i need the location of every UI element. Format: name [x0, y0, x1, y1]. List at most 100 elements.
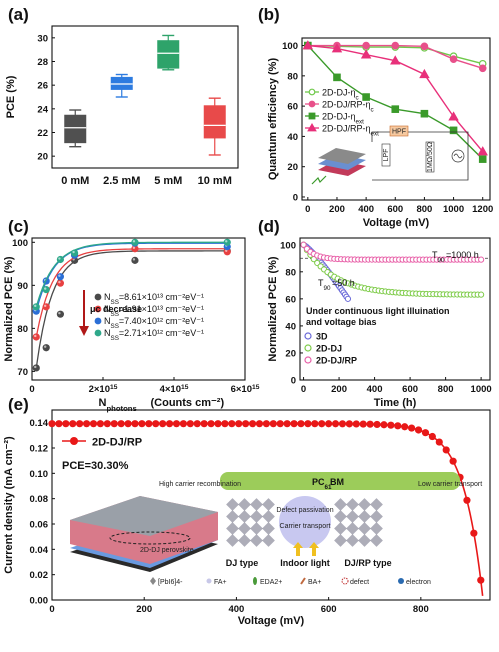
device-layer [70, 496, 218, 536]
hpf-box [389, 125, 409, 137]
panel-c-ytick-label: 80 [17, 324, 28, 335]
panel-e-ytick-label: 0.14 [30, 418, 49, 429]
panel-a-ytick-label: 20 [37, 152, 48, 163]
data-point-highlight [225, 240, 228, 243]
data-point [290, 420, 298, 428]
panel-a: (a) 20 22 24 26 28 30 PCE (%) 0 mM 2.5 mM 5 mM 10 m… [5, 5, 239, 187]
panel-e-xtick-label: 200 [136, 604, 152, 615]
annotation-t90-long-value: =1000 h [446, 250, 479, 260]
data-point [390, 55, 401, 65]
panel-e-ytick-label: 0.12 [30, 444, 49, 455]
data-point-highlight [132, 246, 136, 249]
data-point [318, 420, 326, 428]
data-point [360, 49, 372, 59]
panel-d-ytick-label: 60 [285, 294, 296, 305]
x-axis-title: Nphotons [99, 397, 137, 413]
data-point [131, 238, 139, 246]
data-point [331, 420, 340, 428]
x-category-label: 0 mM [61, 175, 89, 187]
data-point [359, 420, 367, 428]
data-point [193, 420, 201, 428]
inset-label-high-recombination: High carrier recombination [159, 481, 241, 488]
data-point [463, 496, 471, 504]
data-point [32, 303, 40, 311]
legend-marker [94, 293, 102, 301]
djrp-lattice-cell [358, 534, 371, 547]
data-point-highlight [72, 250, 75, 254]
panel-c-xtick-label: 2×1015 [89, 384, 118, 396]
data-point [228, 420, 236, 428]
device-layer [318, 148, 366, 164]
data-point [55, 420, 63, 428]
focus-ellipse [109, 531, 191, 545]
pcbm-label: PC61 [312, 477, 332, 491]
annotation-t90-long: T90 [432, 250, 445, 264]
panel-e-ytick-label: 0.06 [30, 520, 49, 531]
dj-lattice-cell [262, 510, 275, 523]
data-point [478, 155, 487, 163]
data-point [124, 420, 132, 428]
data-point [401, 423, 409, 431]
panel-b-xtick-label: 1000 [443, 204, 464, 215]
legend-marker [94, 329, 102, 337]
legend-marker [308, 100, 316, 108]
data-point [394, 422, 402, 430]
data-point [448, 111, 459, 121]
data-point [242, 420, 250, 428]
panel-b-ytick-label: 0 [293, 192, 298, 203]
data-point [478, 291, 485, 298]
panel-d-xtick-label: 400 [367, 384, 383, 395]
data-point [391, 41, 400, 50]
data-point-highlight [44, 287, 47, 290]
pcbm-label-suffix: BM [330, 477, 344, 487]
data-point [435, 438, 443, 446]
data-point [331, 43, 343, 53]
data-point [110, 420, 118, 428]
data-point-highlight [58, 257, 61, 260]
data-point-highlight [44, 345, 47, 348]
panel-b-xtick-label: 200 [329, 204, 345, 215]
panel-d-ytick-label: 20 [285, 348, 296, 359]
data-point-highlight [58, 280, 61, 284]
djrp-lattice-cell [334, 522, 347, 535]
panel-b-ytick-label: 100 [282, 41, 298, 52]
data-point [414, 426, 423, 434]
data-point [32, 364, 40, 372]
dj-lattice-cell [262, 522, 275, 535]
scope-wave [453, 153, 463, 159]
x-category-label: 2.5 mM [103, 175, 140, 187]
data-point [366, 420, 374, 428]
legend-marker [94, 305, 102, 313]
dj-lattice-cell [226, 534, 239, 547]
dj-lattice-cell [238, 510, 251, 523]
pcbm-layer [220, 472, 460, 490]
legend-entry: NSS=1.91×10¹³ cm⁻²eV⁻¹ [104, 304, 204, 318]
data-point [131, 256, 139, 264]
panel-label: (c) [8, 217, 29, 236]
data-point [283, 420, 291, 428]
data-point [56, 279, 64, 287]
legend-marker [308, 88, 316, 96]
data-point [428, 432, 436, 441]
data-point [56, 310, 64, 318]
data-point [145, 420, 153, 428]
panel-b-ytick-label: 60 [287, 102, 298, 113]
data-point [262, 420, 270, 428]
data-point [69, 420, 77, 428]
panel-d-frame [299, 237, 491, 381]
panel-c-ytick-label: 90 [17, 281, 28, 292]
djrp-lattice-cell [370, 510, 383, 523]
dj-lattice-cell [262, 534, 275, 547]
panel-d-xtick-label: 200 [331, 384, 347, 395]
legend-marker [304, 356, 312, 364]
data-point-highlight [34, 304, 37, 308]
panel-a-ytick-label: 24 [37, 104, 48, 115]
legend-entry: NSS=2.71×10¹² cm⁻²eV⁻¹ [104, 328, 204, 342]
panel-c-frame [31, 237, 246, 381]
djrp-lattice-cell [358, 510, 371, 523]
legend-entry: NSS=7.40×10¹² cm⁻²eV⁻¹ [104, 316, 204, 330]
data-point [32, 333, 40, 341]
key-icon-fa [206, 578, 212, 584]
data-point [408, 424, 416, 432]
panel-d-xtick-label: 600 [402, 384, 418, 395]
